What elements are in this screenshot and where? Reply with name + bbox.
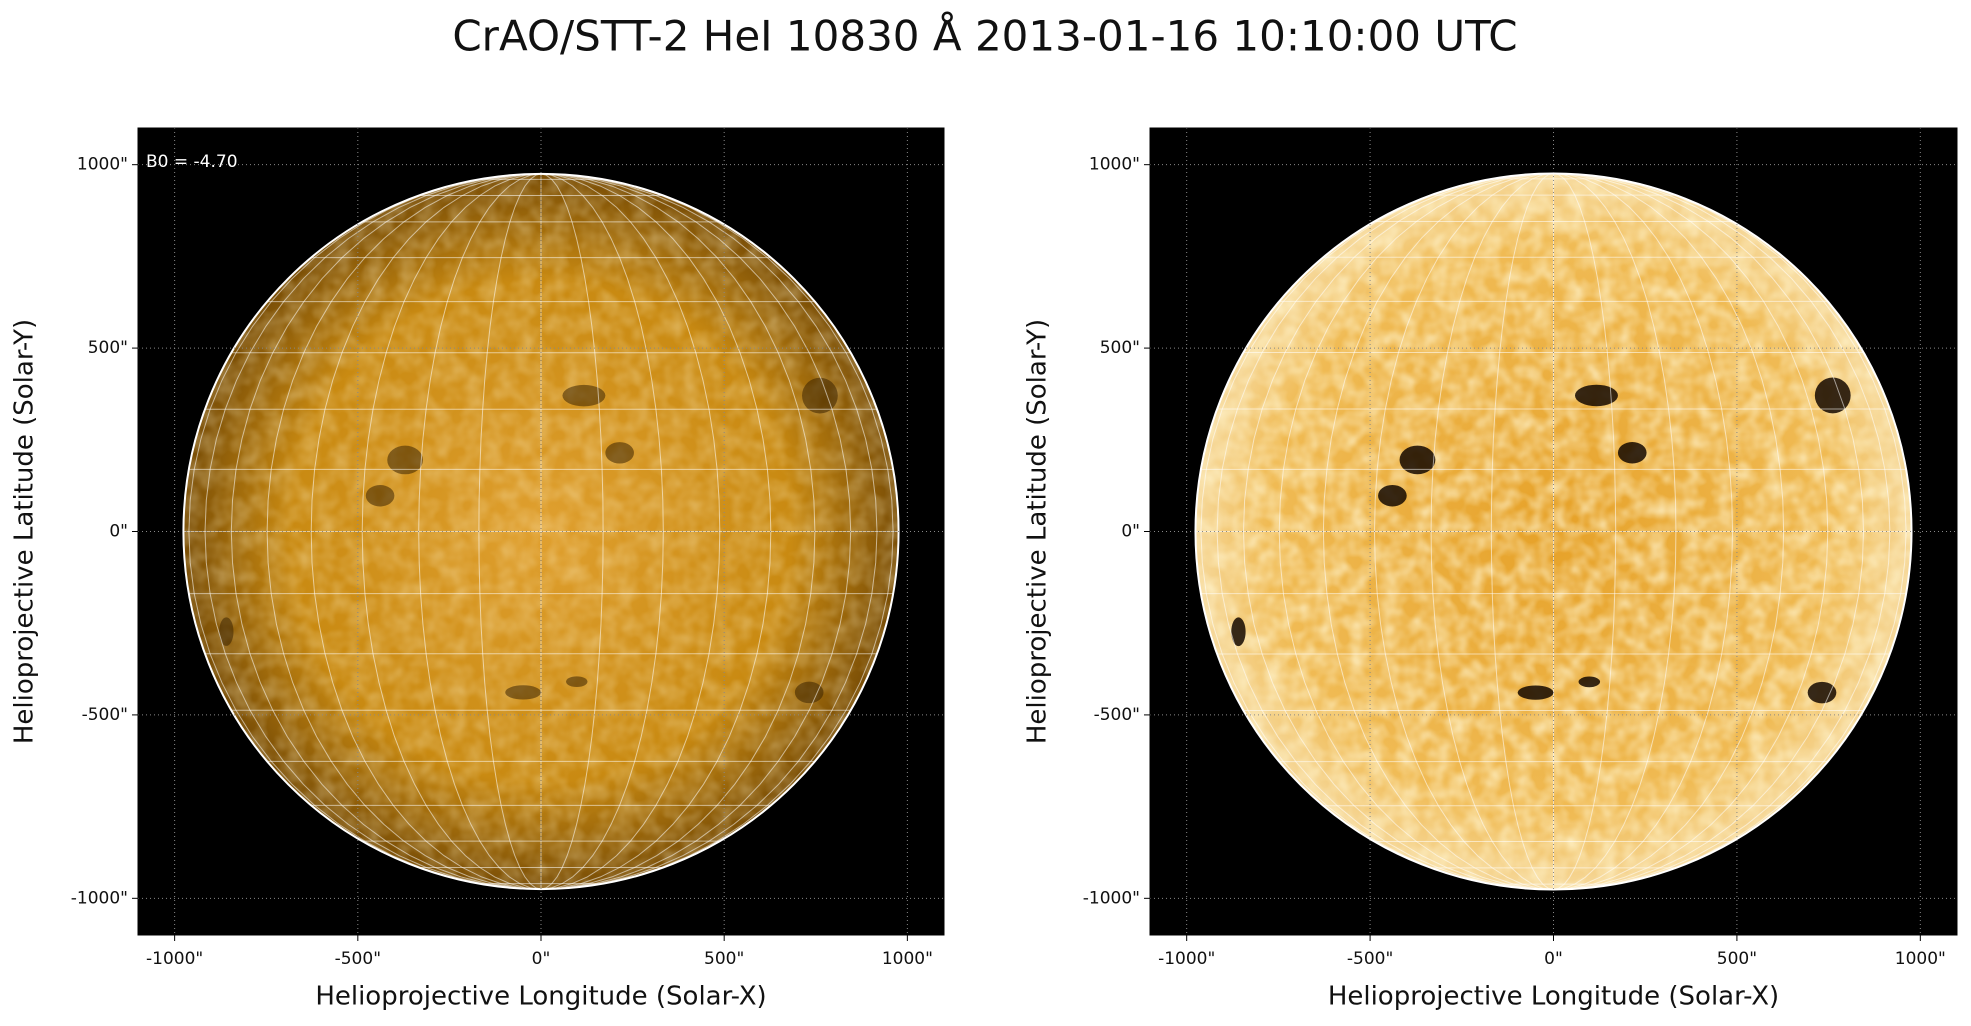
meridian-line bbox=[540, 173, 721, 890]
dark-feature bbox=[1807, 681, 1837, 704]
dark-feature bbox=[1617, 441, 1647, 464]
dark-feature bbox=[1814, 377, 1851, 414]
dark-feature bbox=[562, 384, 606, 407]
meridian-line bbox=[1553, 173, 1865, 890]
dark-feature bbox=[1578, 676, 1601, 688]
meridian-line bbox=[540, 173, 894, 890]
meridian-line bbox=[540, 173, 604, 890]
panel: -1000" -500" 0" 500" 1000" -1000" -500" 0" 500" 1… bbox=[10, 127, 945, 1012]
y-tick-label: 0" bbox=[109, 522, 128, 542]
limb bbox=[1194, 172, 1913, 891]
dark-feature bbox=[605, 442, 634, 464]
plot-area bbox=[1150, 128, 1957, 935]
x-axis-label: Helioprojective Longitude (Solar-X) bbox=[1328, 982, 1779, 1012]
meridian-line bbox=[1216, 173, 1554, 890]
x-tick-label: -500" bbox=[335, 949, 381, 969]
meridian-line bbox=[230, 173, 542, 890]
dark-feature bbox=[365, 485, 395, 507]
y-tick-label: -1000" bbox=[71, 888, 128, 908]
dark-feature bbox=[1574, 384, 1618, 407]
panel: -1000" -500" 0" 500" 1000" -1000" -500" 0" 500" 1… bbox=[1023, 127, 1958, 1012]
meridian-line bbox=[1553, 173, 1734, 890]
dark-feature bbox=[1231, 617, 1246, 647]
plot-area bbox=[138, 128, 944, 935]
x-tick-label: 0" bbox=[532, 949, 551, 969]
dark-feature bbox=[1517, 685, 1554, 700]
x-tick-label: -1000" bbox=[1158, 949, 1215, 969]
meridian-line bbox=[188, 173, 542, 890]
meridian-line bbox=[540, 173, 878, 890]
annotation: B0 = -4.70 bbox=[146, 152, 238, 172]
meridian-line bbox=[1322, 173, 1554, 890]
meridian-line bbox=[1490, 173, 1554, 890]
meridian-line bbox=[266, 173, 542, 890]
dark-feature bbox=[566, 676, 588, 688]
dark-feature bbox=[794, 681, 824, 704]
y-tick-label: 1000" bbox=[77, 155, 128, 175]
dark-feature bbox=[219, 617, 234, 646]
dark-feature bbox=[387, 445, 424, 475]
y-axis-label: Helioprojective Latitude (Solar-Y) bbox=[1023, 319, 1053, 744]
meridian-line bbox=[1553, 173, 1891, 890]
y-tick-label: -500" bbox=[1094, 705, 1140, 725]
x-tick-label: -1000" bbox=[146, 949, 203, 969]
meridian-line bbox=[1553, 173, 1677, 890]
x-tick-label: 500" bbox=[1717, 949, 1757, 969]
x-tick-label: 0" bbox=[1544, 949, 1563, 969]
panels: -1000" -500" 0" 500" 1000" -1000" -500" 0" 500" 1… bbox=[10, 127, 1958, 1012]
meridian-line bbox=[310, 173, 542, 890]
dark-feature bbox=[1399, 445, 1436, 475]
meridian-line bbox=[540, 173, 664, 890]
y-tick-label: 500" bbox=[88, 338, 128, 358]
meridian-line bbox=[1200, 173, 1554, 890]
x-tick-label: 1000" bbox=[1895, 949, 1946, 969]
meridian-line bbox=[1553, 173, 1829, 890]
meridian-line bbox=[1242, 173, 1554, 890]
y-axis-label: Helioprojective Latitude (Solar-Y) bbox=[10, 319, 40, 744]
x-axis-label: Helioprojective Longitude (Solar-X) bbox=[315, 982, 766, 1012]
dark-feature bbox=[505, 685, 541, 700]
y-tick-label: 500" bbox=[1100, 338, 1140, 358]
y-tick-label: 0" bbox=[1121, 522, 1140, 542]
y-tick-label: 1000" bbox=[1089, 155, 1140, 175]
figure-title: CrAO/STT-2 HeI 10830 Å 2013-01-16 10:10:… bbox=[452, 11, 1517, 61]
x-tick-label: -500" bbox=[1347, 949, 1393, 969]
y-tick-label: -1000" bbox=[1083, 888, 1140, 908]
dark-feature bbox=[1378, 484, 1407, 507]
axes-frame bbox=[1149, 127, 1958, 936]
x-tick-label: 1000" bbox=[882, 949, 933, 969]
axes-frame bbox=[137, 127, 945, 936]
y-tick-label: -500" bbox=[82, 705, 128, 725]
dark-feature bbox=[802, 377, 838, 414]
meridian-line bbox=[1553, 173, 1785, 890]
meridian-line bbox=[1430, 173, 1554, 890]
meridian-line bbox=[1553, 173, 1617, 890]
meridian-line bbox=[204, 173, 542, 890]
x-tick-label: 500" bbox=[704, 949, 744, 969]
meridian-line bbox=[1278, 173, 1554, 890]
